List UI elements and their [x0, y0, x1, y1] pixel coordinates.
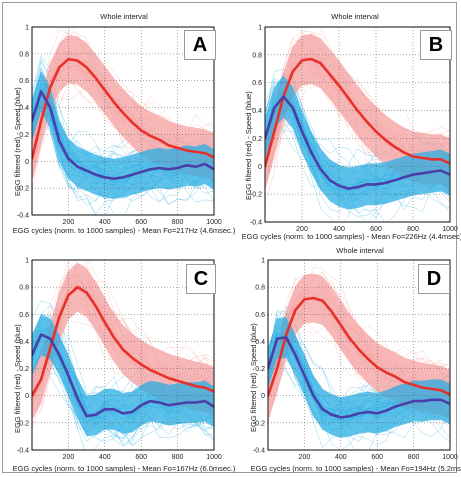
x-tick-label: 800	[407, 226, 419, 233]
y-tick-label: 0	[258, 164, 262, 171]
y-tick-label: -0.4	[250, 220, 262, 227]
y-tick-label: 0	[261, 393, 265, 400]
y-tick-label: 0.4	[19, 105, 29, 112]
panel-a: Whole interval EGG filtered (red) - Spee…	[0, 0, 236, 238]
panel-b: Whole interval EGG filtered (red) - Spee…	[230, 0, 461, 241]
y-tick-label: 1	[25, 258, 29, 265]
y-tick-label: 0.2	[19, 132, 29, 139]
axes-box	[267, 259, 451, 451]
y-tick-label: 0.6	[255, 312, 265, 319]
y-tick-label: 0.8	[255, 285, 265, 292]
y-tick-label: 1	[261, 258, 265, 265]
std-band	[268, 317, 450, 438]
y-tick-label: 0	[25, 393, 29, 400]
chart-plot: 200 400 600 800 1000 -0.4 -0.2 0 0.2 0.4 0.6 0.8 1	[17, 258, 222, 462]
y-tick-label: 0.2	[252, 136, 262, 143]
chart-plot: 200 400 600 800 1000 -0.4 -0.2 0 0.2 0.4 0.6 0.8 1	[253, 258, 458, 462]
y-tick-label: 0.8	[252, 52, 262, 59]
std-band	[268, 273, 450, 421]
panel-label: C	[186, 264, 216, 294]
plot-layer	[32, 27, 214, 215]
y-tick-label: -0.4	[253, 448, 265, 455]
x-tick-label: 400	[333, 226, 345, 233]
y-tick-label: 0.4	[19, 339, 29, 346]
x-axis-label: EGG cycles (norm. to 1000 samples) - Mea…	[250, 464, 461, 473]
y-tick-label: 0.6	[19, 312, 29, 319]
x-axis-label: EGG cycles (norm. to 1000 samples) - Mea…	[12, 226, 236, 235]
std-band	[265, 75, 450, 210]
x-tick-label: 200	[63, 454, 75, 461]
x-tick-label: 1000	[442, 226, 458, 233]
series-line-blue	[32, 90, 214, 180]
series-line-red	[268, 296, 450, 397]
series-line-red	[32, 57, 214, 160]
x-axis-label: EGG cycles (norm. to 1000 samples) - Mea…	[12, 464, 236, 473]
x-tick-label: 600	[370, 226, 382, 233]
x-tick-label: 1000	[206, 219, 222, 226]
chart-plot: 200 400 600 800 1000 -0.4 -0.2 0 0.2 0.4 0.6 0.8 1	[17, 25, 222, 227]
panel-label: A	[184, 30, 216, 60]
y-tick-label: -0.4	[17, 448, 29, 455]
axes-box	[264, 26, 451, 223]
panel-title: Whole interval	[336, 246, 384, 255]
y-tick-label: 0	[25, 159, 29, 166]
x-tick-label: 800	[408, 454, 420, 461]
panel-title: Whole interval	[100, 12, 148, 21]
y-tick-label: -0.2	[250, 192, 262, 199]
x-tick-label: 400	[99, 219, 111, 226]
panel-title: Whole interval	[331, 12, 379, 21]
x-tick-label: 200	[63, 219, 75, 226]
y-tick-label: 0.4	[252, 108, 262, 115]
y-tick-label: 1	[25, 25, 29, 32]
axes-box	[31, 26, 215, 216]
plot-layer	[32, 260, 214, 450]
x-tick-label: 400	[335, 454, 347, 461]
series-line-red	[265, 57, 450, 168]
series-line-blue	[268, 336, 450, 419]
x-tick-label: 1000	[206, 454, 222, 461]
y-tick-label: 0.6	[19, 78, 29, 85]
series-line-red	[32, 285, 214, 397]
axes-box	[31, 259, 215, 451]
plot-layer	[268, 260, 450, 450]
series-line-blue	[265, 95, 450, 190]
panel-label: D	[418, 264, 450, 294]
y-tick-label: -0.4	[17, 213, 29, 220]
y-tick-label: 0.8	[19, 51, 29, 58]
y-tick-label: 0.2	[255, 366, 265, 373]
x-tick-label: 600	[135, 219, 147, 226]
x-tick-label: 400	[99, 454, 111, 461]
panel-d: Whole interval EGG filtered (red) - Spee…	[230, 238, 461, 477]
x-tick-label: 800	[172, 454, 184, 461]
x-tick-label: 800	[172, 219, 184, 226]
panel-label: B	[420, 30, 452, 60]
y-tick-label: -0.2	[253, 420, 265, 427]
plot-layer	[265, 27, 450, 222]
x-tick-label: 200	[296, 226, 308, 233]
y-tick-label: 1	[258, 25, 262, 32]
y-tick-label: 0.2	[19, 366, 29, 373]
y-tick-label: 0.6	[252, 80, 262, 87]
y-tick-label: 0.8	[19, 285, 29, 292]
y-tick-label: -0.2	[17, 420, 29, 427]
x-axis-label: EGG cycles (norm. to 1000 samples) - Mea…	[241, 232, 461, 241]
y-tick-label: -0.2	[17, 186, 29, 193]
x-tick-label: 600	[135, 454, 147, 461]
x-tick-label: 200	[299, 454, 311, 461]
x-tick-label: 1000	[442, 454, 458, 461]
x-tick-label: 600	[371, 454, 383, 461]
y-tick-label: 0.4	[255, 339, 265, 346]
chart-plot: 200 400 600 800 1000 -0.4 -0.2 0 0.2 0.4 0.6 0.8 1	[250, 25, 458, 234]
series-line-blue	[32, 333, 214, 418]
panel-c: EGG filtered (red) - Speed (blue) 200 400…	[0, 238, 236, 477]
